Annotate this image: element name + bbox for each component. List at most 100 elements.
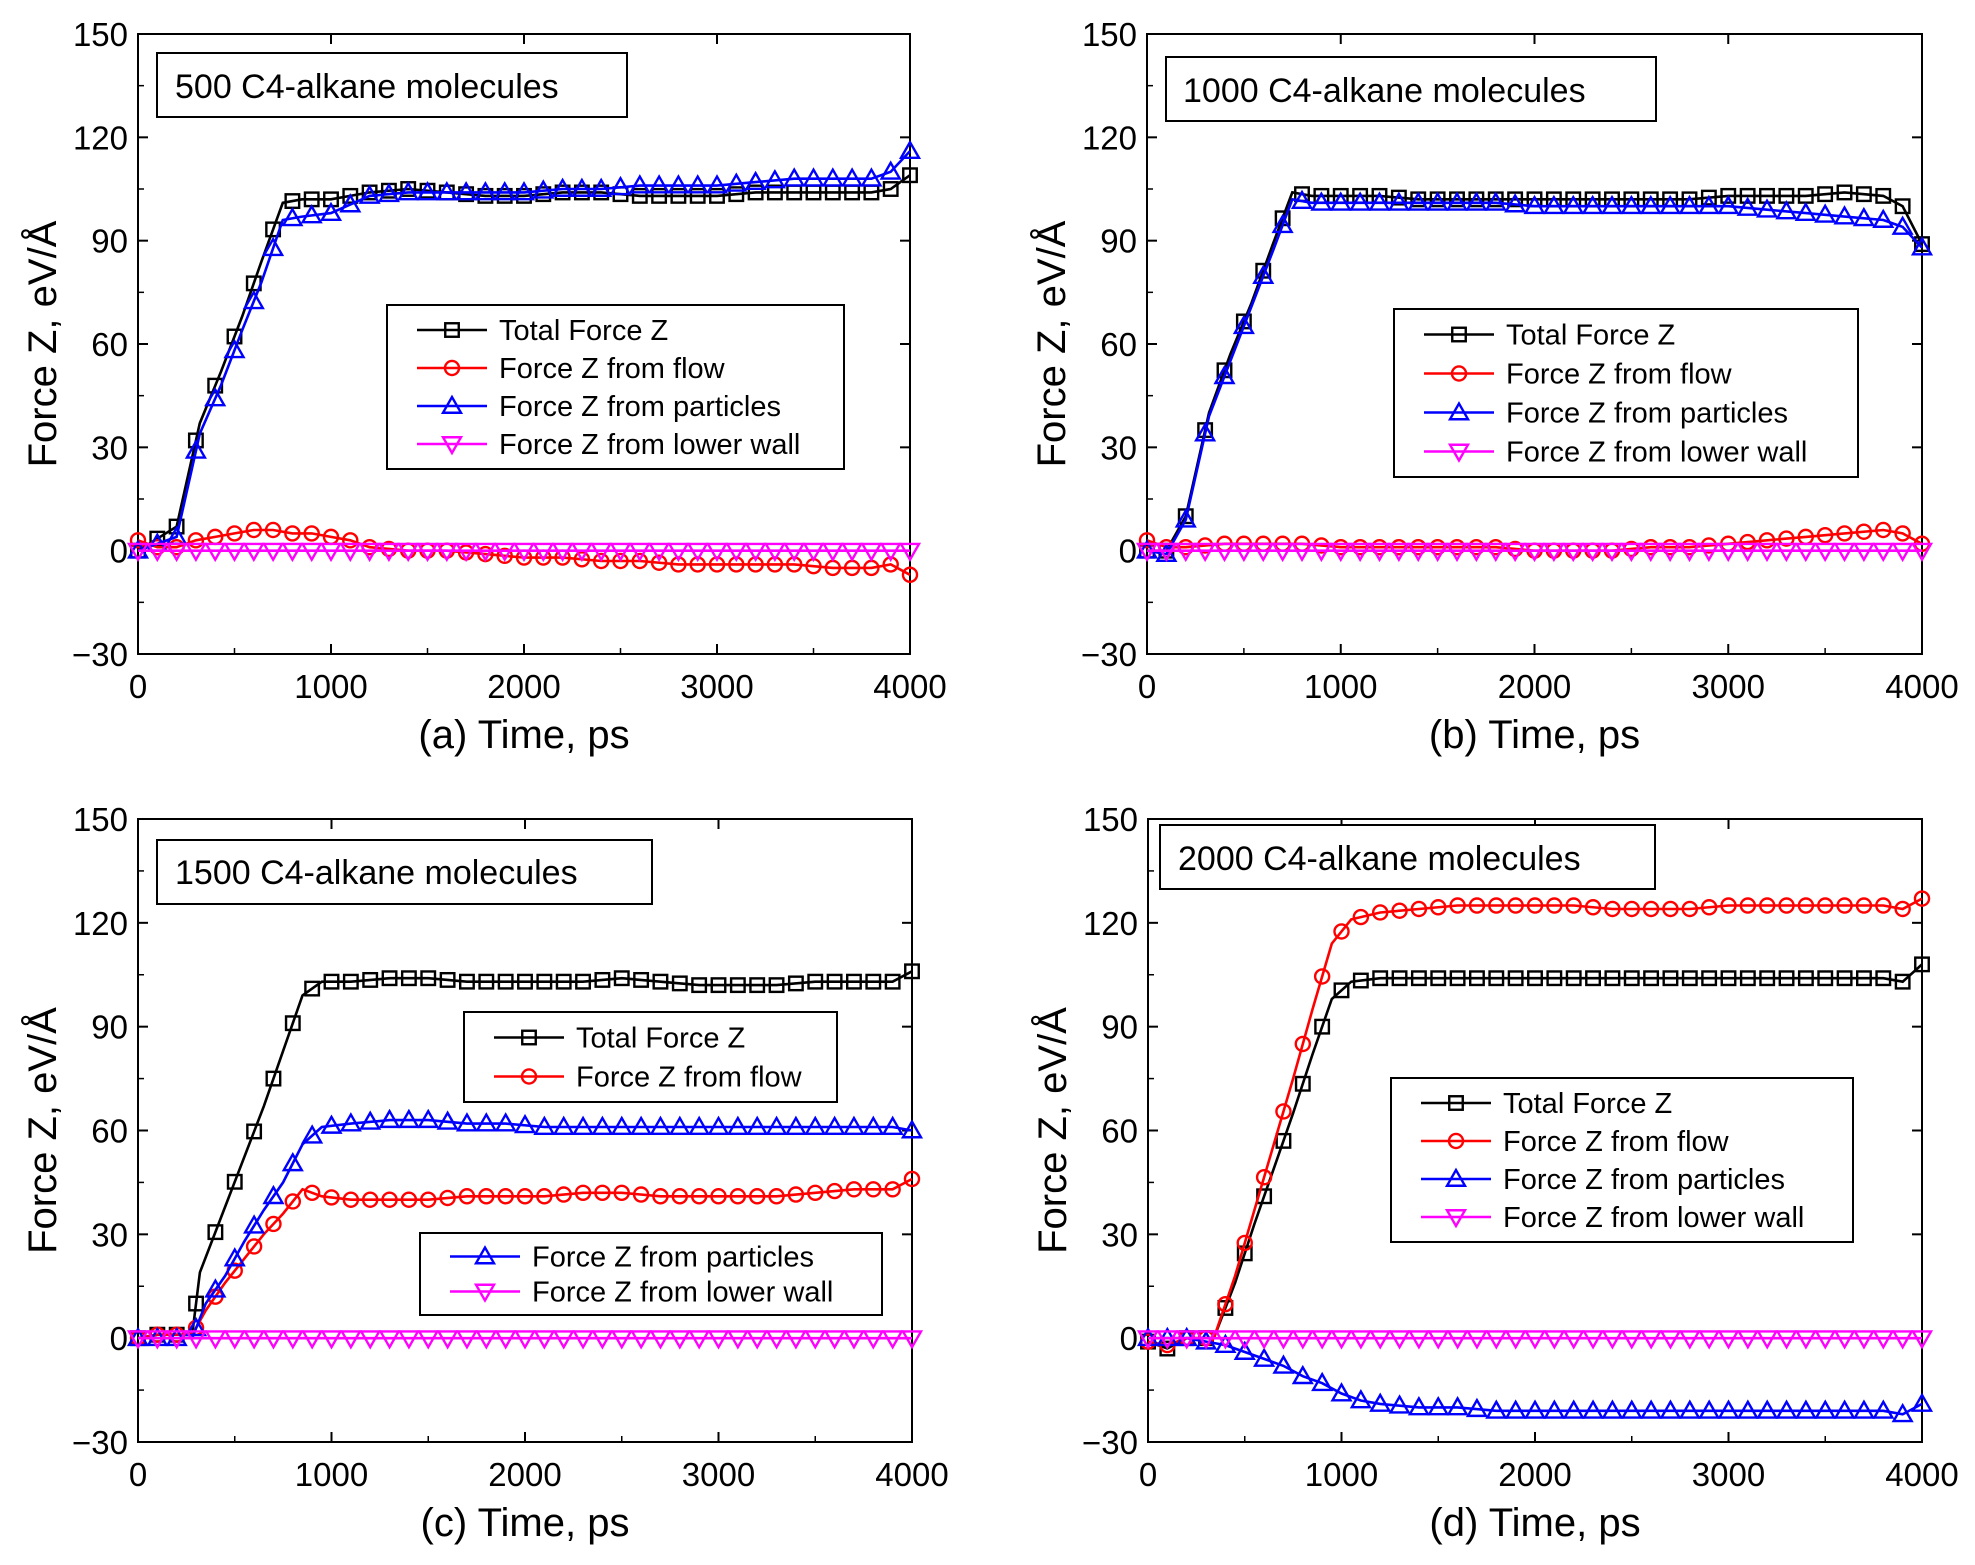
data-point: [1352, 972, 1369, 989]
data-point: [1368, 542, 1391, 563]
data-point: [1313, 968, 1331, 985]
data-point: [787, 975, 804, 992]
data-point: [1504, 193, 1527, 213]
legend-swatch-marker: [1447, 443, 1471, 463]
data-point: [749, 977, 766, 994]
info-box-label: 500 C4-alkane molecules: [175, 68, 559, 106]
data-point: [1214, 1330, 1237, 1350]
data-point: [881, 1115, 904, 1135]
x-axis-title: (b) Time, ps: [1429, 713, 1640, 757]
data-point: [900, 1330, 924, 1350]
y-tick-label: −30: [1082, 1424, 1138, 1461]
series-line: [1146, 528, 1923, 553]
data-point: [381, 1191, 398, 1208]
data-point: [1271, 213, 1294, 234]
data-point: [1310, 191, 1333, 211]
legend-swatch-marker: [443, 359, 461, 377]
legend-frame: [419, 1232, 883, 1316]
data-point: [1852, 542, 1875, 563]
legend-frame: [463, 1011, 838, 1103]
data-point: [455, 1330, 479, 1350]
x-tick-label: 3000: [1692, 668, 1765, 705]
data-point: [787, 1186, 805, 1203]
data-point: [1446, 1330, 1469, 1350]
data-point: [1817, 897, 1834, 914]
data-point: [689, 187, 706, 204]
data-point: [1371, 904, 1389, 921]
data-point: [1872, 1330, 1895, 1350]
data-point: [342, 532, 359, 549]
data-point: [126, 1330, 150, 1350]
data-point: [860, 542, 883, 563]
data-point: [1717, 542, 1740, 563]
x-tick-label: 2000: [487, 668, 560, 705]
data-point: [1755, 542, 1779, 563]
data-point: [1484, 191, 1507, 211]
data-point: [807, 973, 824, 990]
panel-info-box: 2000 C4-alkane molecules: [1159, 824, 1656, 890]
info-box-label: 2000 C4-alkane molecules: [1178, 840, 1581, 878]
data-point: [630, 1330, 653, 1350]
data-point: [802, 542, 825, 563]
data-point: [323, 1189, 340, 1206]
data-point: [1465, 542, 1488, 563]
data-point: [710, 977, 727, 994]
data-point: [284, 525, 301, 542]
data-point: [591, 1115, 614, 1135]
data-point: [1194, 542, 1217, 563]
data-point: [1623, 900, 1640, 918]
data-point: [631, 552, 649, 570]
data-point: [1426, 191, 1449, 211]
data-point: [455, 542, 478, 563]
data-point: [1698, 1330, 1721, 1350]
data-point: [126, 542, 150, 563]
data-point: [900, 1119, 924, 1139]
legend-frame: [1390, 1077, 1854, 1243]
series-total: [130, 167, 918, 559]
data-point: [765, 1330, 788, 1350]
data-point: [1833, 205, 1856, 225]
data-point: [1485, 1399, 1508, 1419]
data-point: [1543, 1399, 1566, 1419]
data-point: [1333, 923, 1350, 940]
data-point: [1562, 542, 1585, 563]
x-axis-title: (c) Time, ps: [421, 1501, 630, 1545]
data-point: [898, 139, 922, 160]
data-point: [1407, 1330, 1430, 1350]
data-point: [1601, 1399, 1624, 1419]
data-point: [1778, 897, 1795, 914]
data-point: [1388, 1330, 1411, 1350]
data-point: [707, 1330, 730, 1350]
data-point: [841, 542, 864, 563]
legend-swatch-marker: [520, 1068, 538, 1085]
data-point: [1778, 530, 1795, 547]
data-point: [768, 977, 785, 994]
data-point: [1581, 1330, 1605, 1350]
data-point: [129, 532, 147, 549]
data-point: [420, 970, 437, 987]
data-point: [1697, 194, 1720, 215]
data-point: [1175, 1330, 1198, 1350]
data-point: [361, 1191, 379, 1208]
legend-swatch-marker: [1448, 1095, 1464, 1111]
legend-swatch-marker: [440, 394, 464, 414]
data-point: [517, 973, 533, 990]
legend-label: Force Z from particles: [532, 1242, 814, 1274]
data-point: [884, 973, 901, 990]
data-point: [686, 542, 709, 563]
data-point: [882, 181, 899, 197]
data-point: [1410, 970, 1427, 987]
data-point: [823, 1115, 846, 1135]
data-point: [1465, 191, 1488, 211]
data-point: [1543, 1330, 1566, 1350]
data-point: [416, 181, 439, 201]
data-point: [1387, 191, 1410, 211]
data-point: [1275, 1132, 1292, 1149]
y-tick-label: 30: [91, 429, 128, 466]
y-tick-label: 60: [91, 326, 128, 363]
series-line: [1148, 1336, 1923, 1416]
data-point: [821, 542, 844, 563]
data-point: [1836, 897, 1853, 914]
data-point: [1659, 1330, 1682, 1350]
